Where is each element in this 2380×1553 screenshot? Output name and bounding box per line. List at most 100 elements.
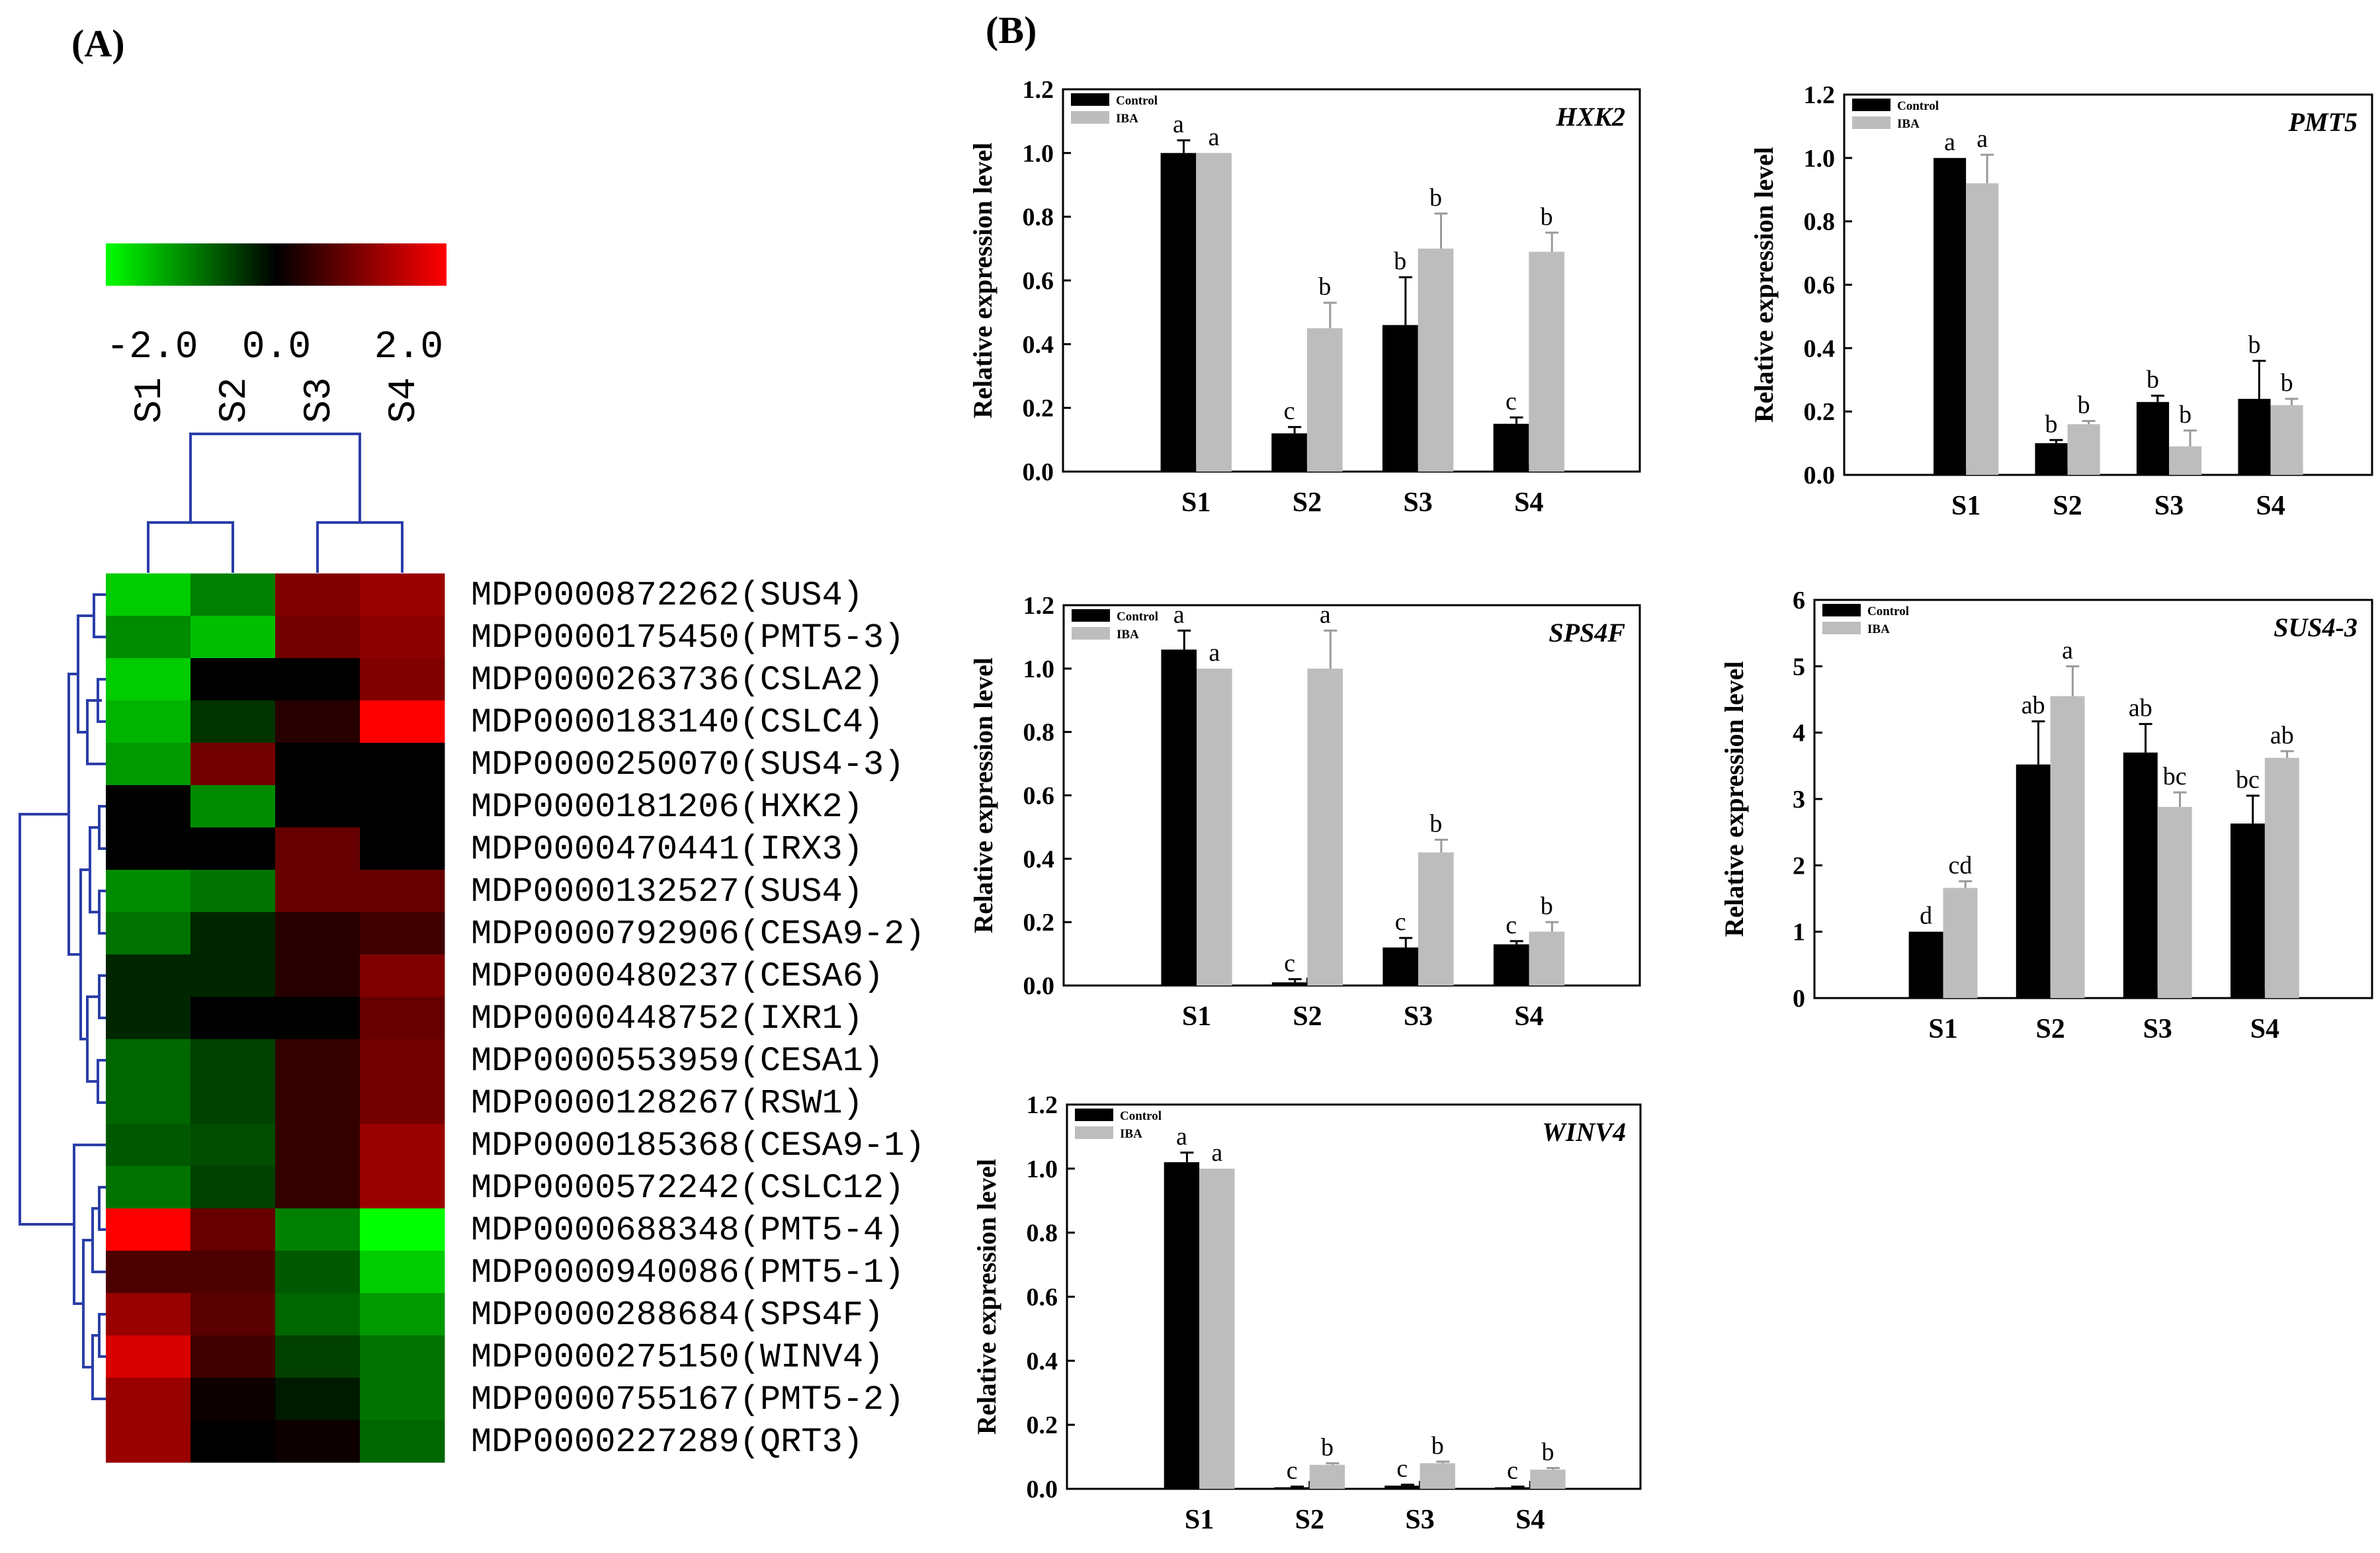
heatmap-cell: [191, 870, 276, 913]
heatmap-row-label: MDP0000448752(IXR1): [471, 999, 863, 1038]
dendrogram-branch: [73, 1144, 106, 1305]
significance-label: bc: [2236, 766, 2260, 794]
bar: [1494, 1487, 1531, 1489]
bar: [2169, 446, 2202, 475]
plot-frame: [1066, 1103, 1642, 1490]
heatmap-cell: [275, 1124, 361, 1167]
legend-label: IBA: [1867, 622, 1890, 636]
heatmap-cell: [275, 954, 361, 997]
dendrogram-branch: [98, 805, 106, 850]
heatmap-cell: [191, 743, 276, 786]
x-tick-label: S3: [2143, 1014, 2172, 1044]
heatmap-cell: [360, 1039, 445, 1082]
significance-label: ab: [2021, 692, 2045, 720]
heatmap-cell: [191, 954, 276, 997]
bar-chart-hxk2: 0.0 0.2 0.4 0.6 0.8 1.0 1.2 Relative expression…: [968, 76, 1641, 518]
heatmap-cell: [275, 1039, 361, 1082]
heatmap-row-label: MDP0000183140(CSLC4): [471, 703, 884, 742]
y-tick-label: 0.0: [1804, 462, 1836, 489]
significance-label: a: [1944, 128, 1955, 156]
scale-min-label: -2.0: [106, 326, 198, 369]
heatmap-cell: [275, 1208, 361, 1251]
heatmap-cell: [275, 1420, 361, 1463]
dendrogram-branch: [98, 1186, 106, 1231]
heatmap-cell: [106, 827, 191, 870]
bar: [1306, 328, 1343, 472]
heatmap-row-label: MDP0000572242(CSLC12): [471, 1169, 904, 1208]
significance-label: b: [2078, 392, 2090, 419]
heatmap-cell: [360, 1166, 445, 1209]
significance-label: c: [1507, 1457, 1518, 1485]
heatmap-cell: [360, 1124, 445, 1167]
y-axis-label: Relative expression level: [968, 657, 998, 933]
heatmap-row-label: MDP0000288684(SPS4F): [471, 1296, 884, 1335]
significance-label: b: [1429, 184, 1442, 212]
bar: [1493, 423, 1529, 472]
legend-swatch: [1075, 1109, 1113, 1121]
heatmap-row-label: MDP0000470441(IRX3): [471, 830, 863, 869]
x-tick-label: S3: [1404, 1001, 1433, 1032]
heatmap-cell: [191, 1208, 276, 1251]
heatmap-cell: [275, 1335, 361, 1378]
heatmap-row-label: MDP0000755167(PMT5-2): [471, 1380, 904, 1419]
heatmap-row-labels: MDP0000872262(SUS4)MDP0000175450(PMT5-3)…: [471, 576, 925, 1462]
significance-label: b: [1541, 1439, 1554, 1466]
heatmap-row-label: MDP0000227289(QRT3): [471, 1423, 863, 1462]
significance-label: b: [1541, 892, 1553, 920]
bar: [2264, 757, 2299, 998]
significance-label: b: [1394, 247, 1406, 275]
panel-label-a: (A): [71, 22, 125, 65]
bar: [1418, 852, 1454, 986]
bar: [1943, 888, 1978, 998]
heatmap-cell: [360, 1378, 445, 1421]
bar: [1418, 248, 1454, 472]
legend-swatch: [1072, 627, 1110, 640]
significance-label: b: [1429, 810, 1442, 838]
legend-label: IBA: [1120, 1127, 1142, 1141]
heatmap-cell: [275, 785, 361, 828]
heatmap-cell: [360, 827, 445, 870]
heatmap-cell: [191, 1420, 276, 1463]
legend-swatch: [1072, 609, 1110, 622]
heatmap-cell: [275, 743, 361, 786]
heatmap-cell: [191, 1378, 276, 1421]
y-tick-label: 1: [1793, 919, 1805, 946]
x-tick-label: S4: [2256, 491, 2285, 521]
column-dendrogram: [147, 433, 404, 573]
x-tick-label: S2: [1295, 1505, 1324, 1535]
y-tick-label: 1.0: [1804, 145, 1836, 173]
heatmap-cell: [360, 1081, 445, 1124]
y-tick-label: 0.4: [1027, 1347, 1058, 1375]
heatmap-col-label: S4: [383, 377, 426, 423]
legend-label: IBA: [1117, 628, 1139, 642]
significance-label: ab: [2270, 722, 2294, 749]
heatmap-row-label: MDP0000688348(PMT5-4): [471, 1211, 904, 1250]
heatmap-cell: [191, 827, 276, 870]
heatmap-cell: [106, 1335, 191, 1378]
y-tick-label: 1.2: [1027, 1091, 1058, 1119]
significance-label: a: [1209, 123, 1220, 151]
bar-chart-winv4: 0.0 0.2 0.4 0.6 0.8 1.0 1.2 Relative expression…: [972, 1091, 1642, 1535]
y-tick-label: 0.0: [1023, 972, 1055, 1000]
dendrogram-branch: [97, 1059, 106, 1104]
y-tick-label: 0.2: [1023, 395, 1054, 423]
y-tick-label: 3: [1793, 786, 1805, 814]
heatmap-cell: [360, 1208, 445, 1251]
heatmap-row-label: MDP0000128267(RSW1): [471, 1084, 863, 1123]
heatmap-cell: [275, 870, 361, 913]
y-tick-label: 0.8: [1023, 719, 1055, 747]
significance-label: a: [1176, 1123, 1187, 1151]
heatmap-cell: [106, 1039, 191, 1082]
heatmap-row-label: MDP0000553959(CESA1): [471, 1042, 884, 1081]
heatmap-cell: [191, 1251, 276, 1294]
heatmap-cell: [191, 1335, 276, 1378]
y-tick-label: 0.8: [1023, 204, 1054, 231]
heatmap-cell: [191, 700, 276, 743]
heatmap-col-label: S3: [298, 377, 341, 423]
heatmap-cell: [360, 743, 445, 786]
heatmap-cell: [360, 785, 445, 828]
heatmap-cell: [106, 573, 191, 616]
legend-swatch: [1071, 111, 1109, 124]
significance-label: c: [1506, 388, 1517, 415]
significance-label: a: [1209, 639, 1220, 667]
